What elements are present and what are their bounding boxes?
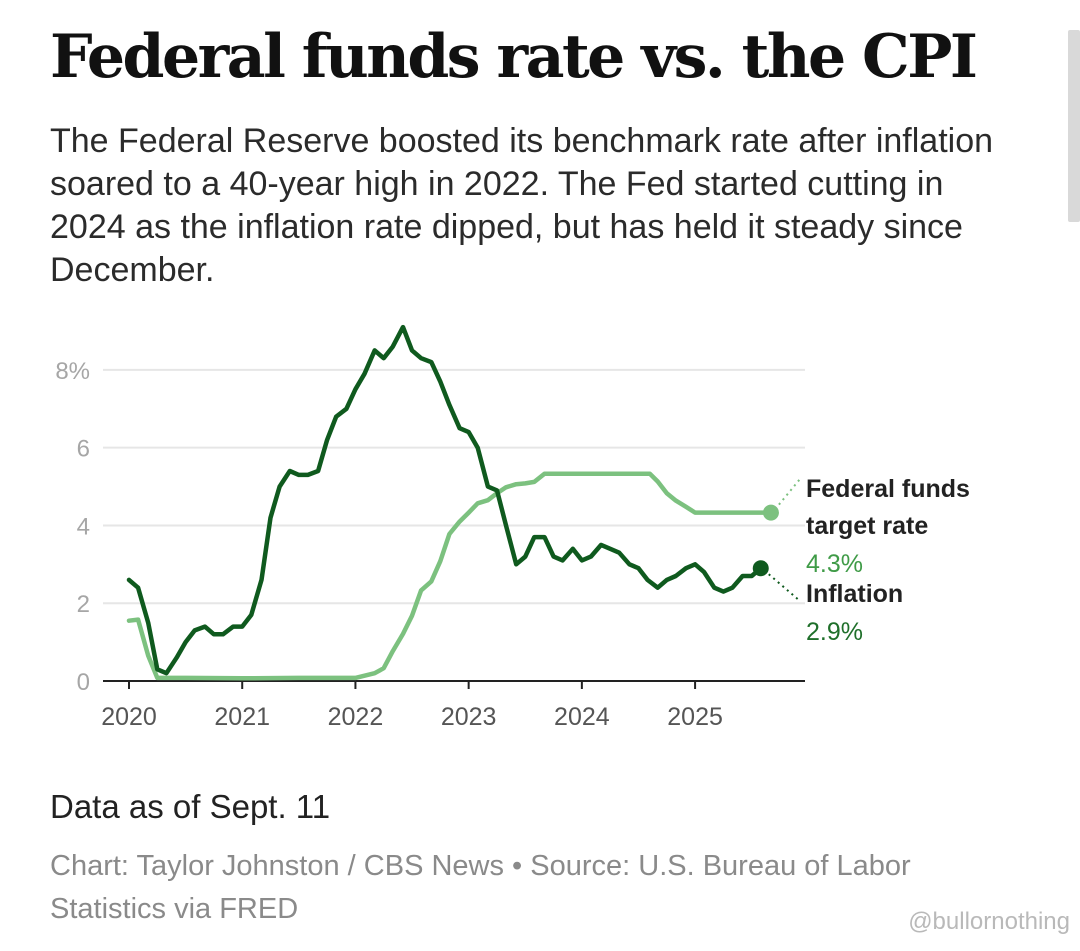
x-tick-label: 2021 bbox=[214, 703, 270, 731]
inflation-end-value-label: 2.9% bbox=[806, 618, 863, 646]
y-tick-label: 0 bbox=[77, 669, 90, 696]
x-tick-label: 2025 bbox=[667, 703, 723, 731]
y-tick-label: 4 bbox=[77, 513, 90, 540]
fed-leader-line bbox=[778, 478, 801, 506]
chart-title: Federal funds rate vs. the CPI bbox=[50, 22, 978, 92]
y-tick-label: 2 bbox=[77, 591, 90, 618]
chart-subtitle: The Federal Reserve boosted its benchmar… bbox=[50, 122, 994, 289]
watermark: @bullornothing bbox=[908, 908, 1070, 935]
inflation-leader-line bbox=[768, 573, 801, 602]
x-tick-label: 2022 bbox=[328, 703, 384, 731]
series-labels: Federal funds target rate 4.3% Inflation… bbox=[768, 475, 970, 646]
inflation-line bbox=[126, 324, 764, 676]
inflation-series-label: Inflation bbox=[806, 580, 903, 608]
x-axis: 2020 2021 2022 2023 2024 2025 bbox=[101, 680, 805, 731]
series-lines bbox=[126, 324, 779, 681]
data-date-note: Data as of Sept. 11 bbox=[50, 788, 331, 825]
source-credit: Chart: Taylor Johnston / CBS News • Sour… bbox=[50, 850, 911, 925]
inflation-end-marker bbox=[752, 560, 769, 577]
fed-funds-rate-end-marker bbox=[762, 504, 779, 521]
x-tick-label: 2024 bbox=[554, 703, 610, 731]
fed-end-value-label: 4.3% bbox=[806, 550, 863, 578]
x-tick-label: 2023 bbox=[441, 703, 497, 731]
y-tick-label: 8% bbox=[55, 358, 90, 385]
fed-series-label-line2: target rate bbox=[806, 512, 928, 540]
fed-funds-rate-line bbox=[126, 471, 774, 681]
x-tick-label: 2020 bbox=[101, 703, 157, 731]
fed-series-label-line1: Federal funds bbox=[806, 475, 970, 503]
scrollbar-thumb[interactable] bbox=[1068, 30, 1080, 222]
y-tick-label: 6 bbox=[77, 436, 90, 463]
y-axis: 0 2 4 6 8% bbox=[55, 358, 90, 696]
line-chart: 2020 2021 2022 2023 2024 2025 0 2 4 6 8% Federal … bbox=[55, 324, 970, 731]
